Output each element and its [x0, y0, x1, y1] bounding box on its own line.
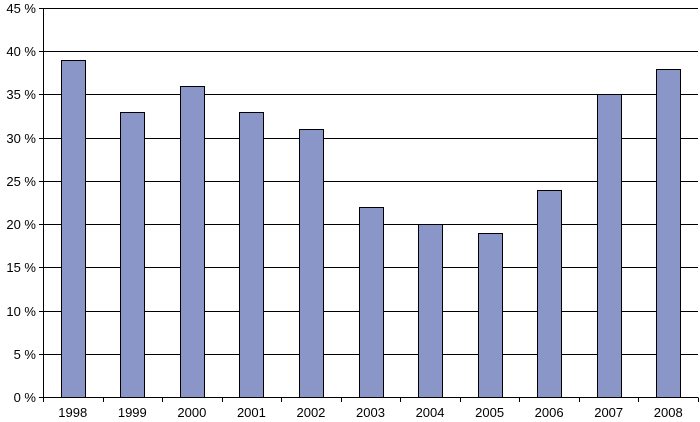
x-tick-label: 2000 [177, 405, 206, 420]
x-tick-label: 2002 [296, 405, 325, 420]
x-tick-label: 2007 [594, 405, 623, 420]
y-tick-label: 0 % [14, 390, 37, 405]
y-tick-label: 45 % [6, 1, 36, 16]
x-tick-label: 2006 [535, 405, 564, 420]
y-tick-labels: 0 % 5 % 10 % 15 % 20 % 25 % 30 % 35 % 40 % 45 % [6, 1, 36, 405]
bar-2005 [478, 233, 503, 398]
bar-1998 [61, 60, 86, 398]
bar-2001 [239, 112, 264, 398]
y-tick-label: 25 % [6, 174, 36, 189]
y-tick-label: 20 % [6, 217, 36, 232]
bars [61, 60, 681, 398]
y-tick-label: 5 % [14, 347, 37, 362]
y-tick-label: 40 % [6, 44, 36, 59]
y-tick-label: 10 % [6, 304, 36, 319]
x-tick-label: 2004 [416, 405, 445, 420]
bar-2002 [299, 129, 324, 398]
bar-2006 [537, 190, 562, 398]
y-tick-label: 30 % [6, 131, 36, 146]
y-tick-label: 35 % [6, 87, 36, 102]
bar-2003 [359, 207, 384, 398]
bar-1999 [120, 112, 145, 398]
x-tick-label: 1999 [118, 405, 147, 420]
x-tick-label: 2001 [237, 405, 266, 420]
bar-2000 [180, 86, 205, 398]
x-tick-label: 1998 [58, 405, 87, 420]
bar-2004 [418, 224, 443, 398]
gridlines [43, 8, 698, 355]
x-tick-label: 2003 [356, 405, 385, 420]
y-tick-label: 15 % [6, 260, 36, 275]
x-tick-label: 2008 [654, 405, 683, 420]
x-tick-label: 2005 [475, 405, 504, 420]
axes [39, 8, 699, 402]
bar-2007 [597, 94, 622, 398]
bar-2008 [656, 69, 681, 398]
x-tick-labels: 1998 1999 2000 2001 2002 2003 2004 2005 2006 2007… [58, 405, 682, 420]
